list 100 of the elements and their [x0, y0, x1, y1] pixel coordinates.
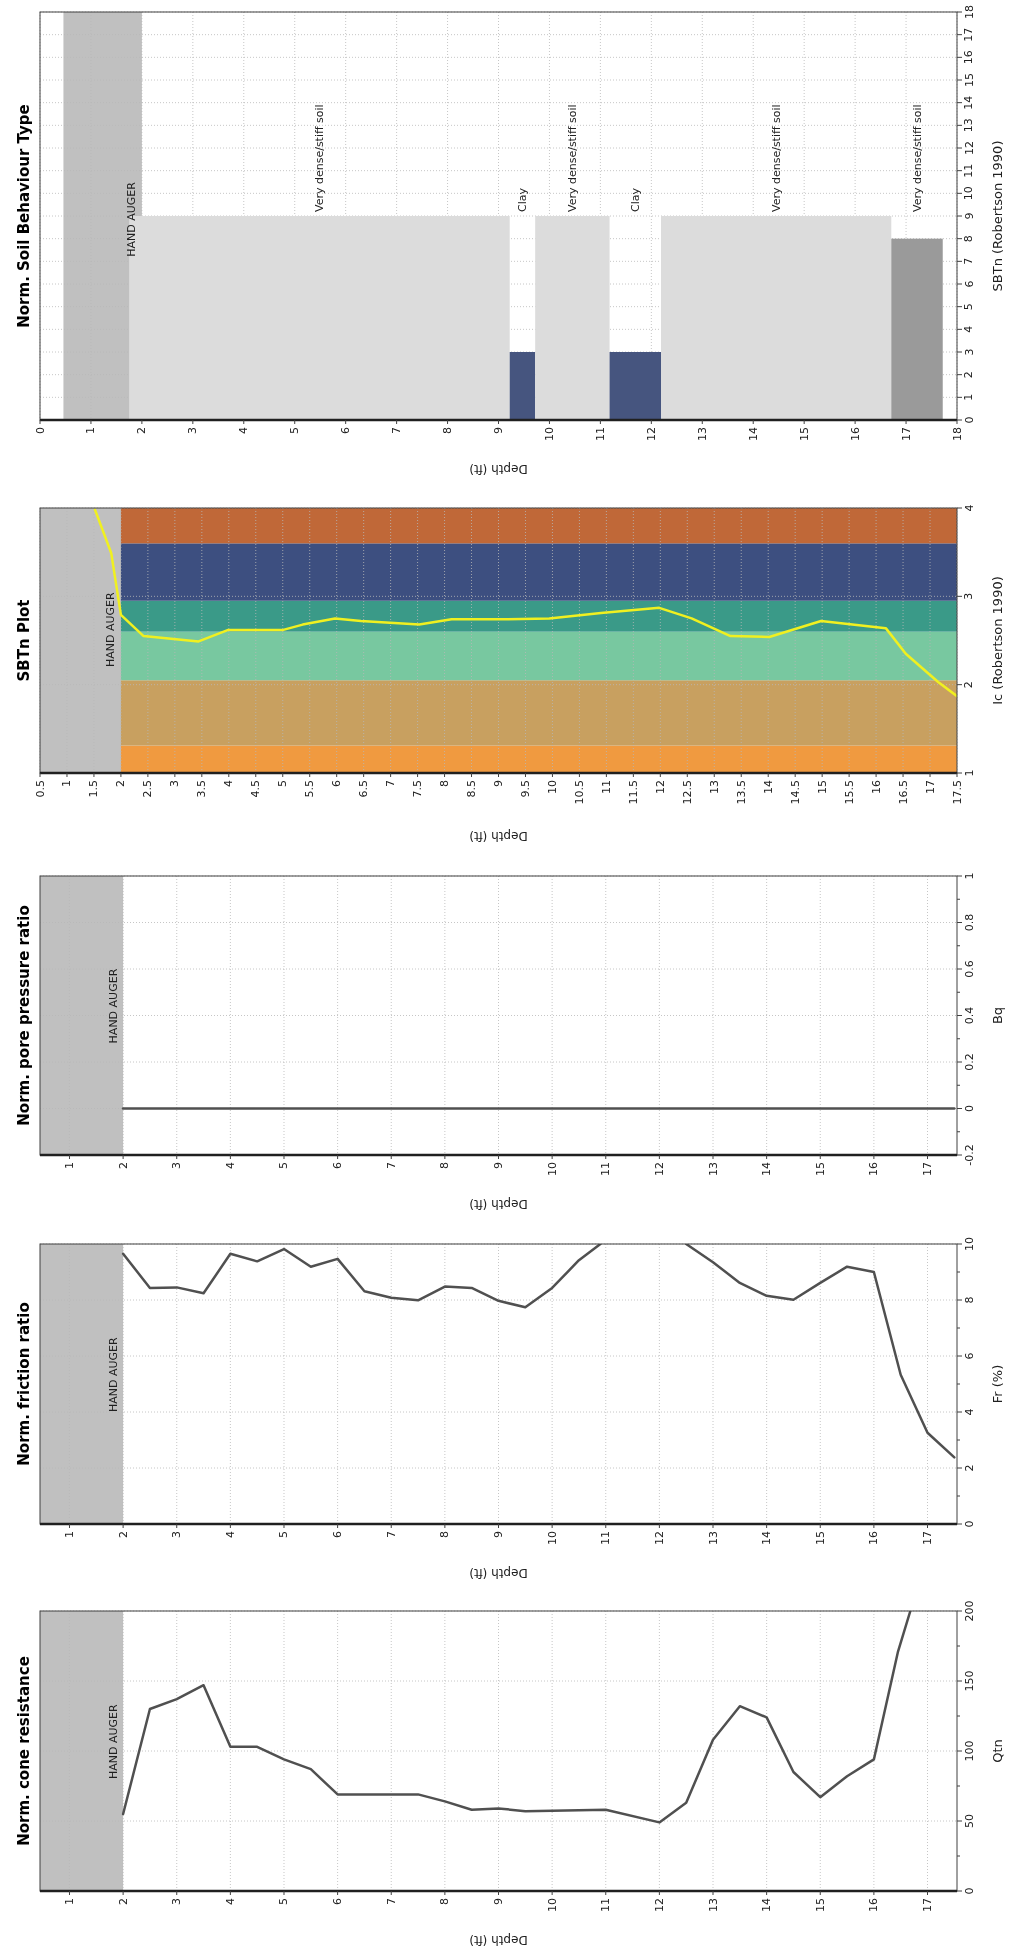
text: Norm. cone resistance [15, 1656, 33, 1846]
x-tick-label: 4 [223, 1531, 237, 1538]
x-tick-label: 8 [438, 780, 452, 787]
y-tick-label: 3 [962, 348, 976, 356]
band-label: HAND AUGER [104, 591, 118, 667]
x-tick-label: 15 [813, 1531, 827, 1545]
x-tick-label: 8 [438, 1531, 452, 1538]
x-tick-label: 13 [695, 427, 709, 441]
x-tick-label: 12 [652, 1531, 666, 1545]
x-tick-label: 8.5 [465, 780, 479, 798]
text: Norm. Soil Behaviour Type [15, 104, 33, 328]
y-tick-label: 1 [962, 393, 976, 401]
band-label: HAND AUGER [106, 1336, 120, 1412]
x-tick-label: 11 [599, 1898, 613, 1912]
x-tick-label: 2 [116, 1162, 130, 1169]
y-tick-label: 9 [962, 212, 976, 220]
band-label: HAND AUGER [125, 181, 139, 257]
x-tick-label: 2 [116, 1531, 130, 1538]
x-tick-label: 4.5 [249, 780, 263, 798]
x-tick-label: 13.5 [734, 780, 748, 805]
y-tick-label: 13 [962, 118, 976, 133]
y-tick-label: 0.8 [962, 913, 976, 932]
y-tick-label: 6 [962, 280, 976, 288]
x-axis-title: Depth (ft) [469, 1197, 528, 1211]
y-tick-label: 50 [962, 1814, 976, 1828]
y-axis-title: SBTn (Robertson 1990) [989, 140, 1005, 292]
y-tick-label: 7 [962, 257, 976, 265]
x-tick-label: 6 [331, 1898, 345, 1905]
x-tick-label: 0.5 [33, 780, 47, 798]
x-tick-label: 9 [492, 427, 505, 434]
x-tick-label: 15 [797, 427, 811, 441]
y-tick-label: 2 [962, 371, 976, 379]
x-tick-label: 16 [848, 427, 862, 441]
x-tick-label: 2 [135, 427, 149, 434]
x-tick-label: 5 [277, 1531, 291, 1538]
x-tick-label: 17 [923, 780, 937, 794]
text: Norm. pore pressure ratio [15, 905, 33, 1126]
annotation: Very dense/stiff soil [910, 104, 924, 212]
y-tick-label: 200 [962, 1600, 976, 1622]
x-tick-label: 15 [813, 1898, 827, 1912]
y-tick-label: 4 [962, 325, 976, 333]
y-tick-label: 18 [962, 5, 976, 19]
x-tick-label: 9.5 [518, 780, 532, 798]
x-tick-label: 3 [170, 1898, 184, 1905]
x-tick-label: 6 [330, 780, 344, 787]
x-tick-label: 17 [921, 1898, 935, 1912]
x-tick-label: 2.5 [141, 780, 155, 798]
x-tick-label: 4 [223, 1898, 237, 1905]
y-tick-label: 17 [962, 27, 976, 42]
x-tick-label: 1 [84, 427, 98, 434]
x-tick-label: 14.5 [788, 780, 802, 805]
x-tick-label: 3 [170, 1531, 184, 1538]
annotation: Very dense/stiff soil [312, 104, 326, 212]
x-tick-label: 10 [545, 1162, 559, 1176]
y-axis-title: Bq [989, 1006, 1005, 1025]
annotation: Very dense/stiff soil [769, 104, 783, 212]
y-tick-label: 4 [962, 504, 976, 512]
y-tick-label: 15 [962, 73, 976, 87]
x-tick-label: 16 [867, 1898, 881, 1912]
x-tick-label: 6.5 [357, 780, 371, 798]
x-tick-label: 14 [760, 1898, 774, 1912]
line-series [121, 1611, 912, 1824]
band-label: HAND AUGER [106, 1703, 120, 1779]
x-tick-label: 8 [441, 427, 455, 434]
x-tick-label: 2 [116, 1898, 130, 1905]
y-axis-title: Ic (Robertson 1990) [989, 576, 1005, 705]
x-tick-label: 7 [384, 1898, 398, 1905]
x-tick-label: 17.5 [950, 780, 964, 805]
x-tick-label: 10 [545, 780, 559, 794]
x-tick-label: 16 [867, 1531, 881, 1545]
x-tick-label: 8 [438, 1898, 452, 1905]
y-tick-label: 150 [962, 1670, 976, 1692]
x-tick-label: 7 [384, 1162, 398, 1169]
x-tick-label: 11.5 [626, 780, 640, 805]
x-tick-label: 16.5 [896, 780, 910, 805]
x-tick-label: 15.5 [842, 780, 856, 805]
y-tick-label: 0.4 [962, 1006, 976, 1025]
x-tick-label: 5.5 [303, 780, 317, 798]
y-tick-label: 11 [962, 163, 976, 178]
x-tick-label: 11 [593, 427, 607, 441]
x-tick-label: 14 [760, 1162, 774, 1176]
y-tick-label: 0 [962, 1887, 976, 1895]
x-tick-label: 1.5 [87, 780, 101, 798]
x-tick-label: 10 [545, 1898, 559, 1912]
x-tick-label: 1 [62, 1162, 76, 1169]
x-tick-label: 7 [384, 1531, 398, 1538]
y-tick-label: 8 [962, 235, 976, 243]
y-tick-label: 8 [962, 1296, 976, 1304]
y-tick-label: 0 [962, 1105, 976, 1112]
x-tick-label: 12 [652, 1898, 666, 1912]
y-tick-label: 2 [962, 681, 976, 689]
x-tick-label: 16 [867, 1162, 881, 1176]
x-tick-label: 17 [899, 427, 913, 441]
x-tick-label: 9 [492, 1162, 505, 1169]
x-tick-label: 1 [60, 780, 74, 787]
y-tick-label: 6 [962, 1352, 976, 1360]
x-tick-label: 13 [706, 1531, 720, 1545]
x-tick-label: 11 [599, 1531, 613, 1545]
x-tick-label: 3 [168, 780, 182, 787]
annotation: Clay [628, 187, 642, 212]
